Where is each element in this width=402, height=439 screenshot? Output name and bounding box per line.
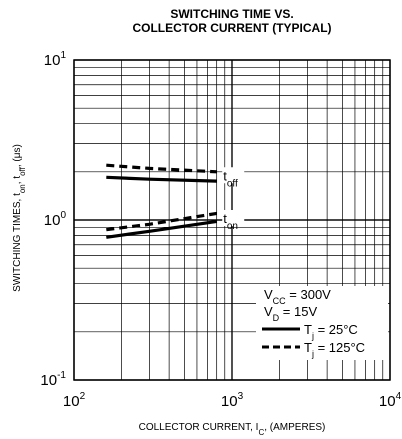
series-off-dashed-line — [106, 163, 217, 174]
legend-entry-125c: Tj = 125°C — [304, 340, 365, 359]
curve-labels: toff ton — [222, 167, 245, 232]
x-tick-label: 103 — [221, 391, 244, 410]
legend-condition-vd: VD = 15V — [264, 304, 317, 323]
y-axis-label: SWITCHING TIMES, ton, toff, (μs) — [12, 144, 27, 292]
plot-frame — [73, 59, 391, 381]
x-axis-label: COLLECTOR CURRENT, IC, (AMPERES) — [139, 422, 326, 437]
x-tick-label: 102 — [63, 391, 86, 410]
legend-condition-vcc: VCC = 300V — [264, 287, 331, 306]
x-tick-label: 104 — [379, 391, 402, 410]
series-layer — [106, 163, 217, 239]
series-on-dashed-line — [106, 211, 217, 232]
tick-labels: 102 103 104 101 100 10-1 — [40, 50, 401, 410]
chart-title-line-1: SWITCHING TIME VS. — [170, 7, 293, 21]
series-on-solid-line — [106, 219, 217, 239]
legend: VCC = 300V VD = 15V Tj = 25°C Tj = 125°C — [256, 286, 388, 360]
legend-entry-25c: Tj = 25°C — [304, 322, 358, 341]
y-tick-label: 100 — [44, 210, 67, 229]
curve-label-on-background — [222, 210, 245, 226]
y-tick-label: 10-1 — [40, 370, 66, 389]
chart-title-line-2: COLLECTOR CURRENT (TYPICAL) — [132, 21, 331, 35]
curve-label-on: ton — [223, 211, 238, 232]
curve-label-off-background — [222, 167, 245, 184]
series-off-solid-line — [106, 175, 217, 183]
curve-label-off: toff — [223, 168, 238, 189]
y-tick-label: 101 — [44, 50, 67, 69]
